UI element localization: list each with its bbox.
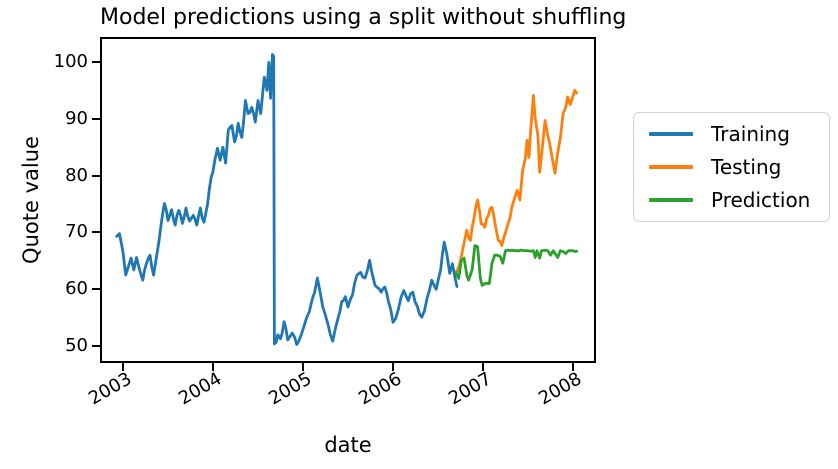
x-tick-mark xyxy=(302,363,304,371)
legend-item-training: Training xyxy=(644,122,819,146)
legend-swatch-testing xyxy=(649,165,693,169)
y-tick-label: 100 xyxy=(53,50,88,72)
y-tick-label: 90 xyxy=(65,107,88,129)
x-tick-mark xyxy=(572,363,574,371)
x-axis-label: date xyxy=(324,433,372,457)
series-line-testing xyxy=(454,88,578,274)
series-line-prediction xyxy=(454,244,578,287)
y-tick-mark xyxy=(92,288,100,291)
y-tick-mark xyxy=(92,60,100,63)
legend-label: Testing xyxy=(711,155,782,179)
legend-label: Training xyxy=(711,122,790,146)
y-tick-mark xyxy=(92,117,100,120)
x-tick-mark xyxy=(212,363,214,371)
legend-swatch-prediction xyxy=(649,198,693,202)
legend-label: Prediction xyxy=(711,188,811,212)
series-line-training xyxy=(115,53,459,346)
y-tick-mark xyxy=(92,174,100,177)
y-tick-label: 80 xyxy=(65,164,88,186)
x-tick-mark xyxy=(122,363,124,371)
y-tick-label: 60 xyxy=(65,278,88,300)
legend-item-testing: Testing xyxy=(644,155,819,179)
x-tick-mark xyxy=(482,363,484,371)
legend-item-prediction: Prediction xyxy=(644,188,819,212)
legend: Training Testing Prediction xyxy=(633,112,830,222)
legend-swatch-training xyxy=(649,132,693,136)
y-tick-mark xyxy=(92,345,100,348)
chart-title: Model predictions using a split without … xyxy=(100,5,627,30)
y-tick-label: 70 xyxy=(65,221,88,243)
y-tick-mark xyxy=(92,231,100,234)
y-tick-label: 50 xyxy=(65,335,88,357)
x-tick-mark xyxy=(392,363,394,371)
